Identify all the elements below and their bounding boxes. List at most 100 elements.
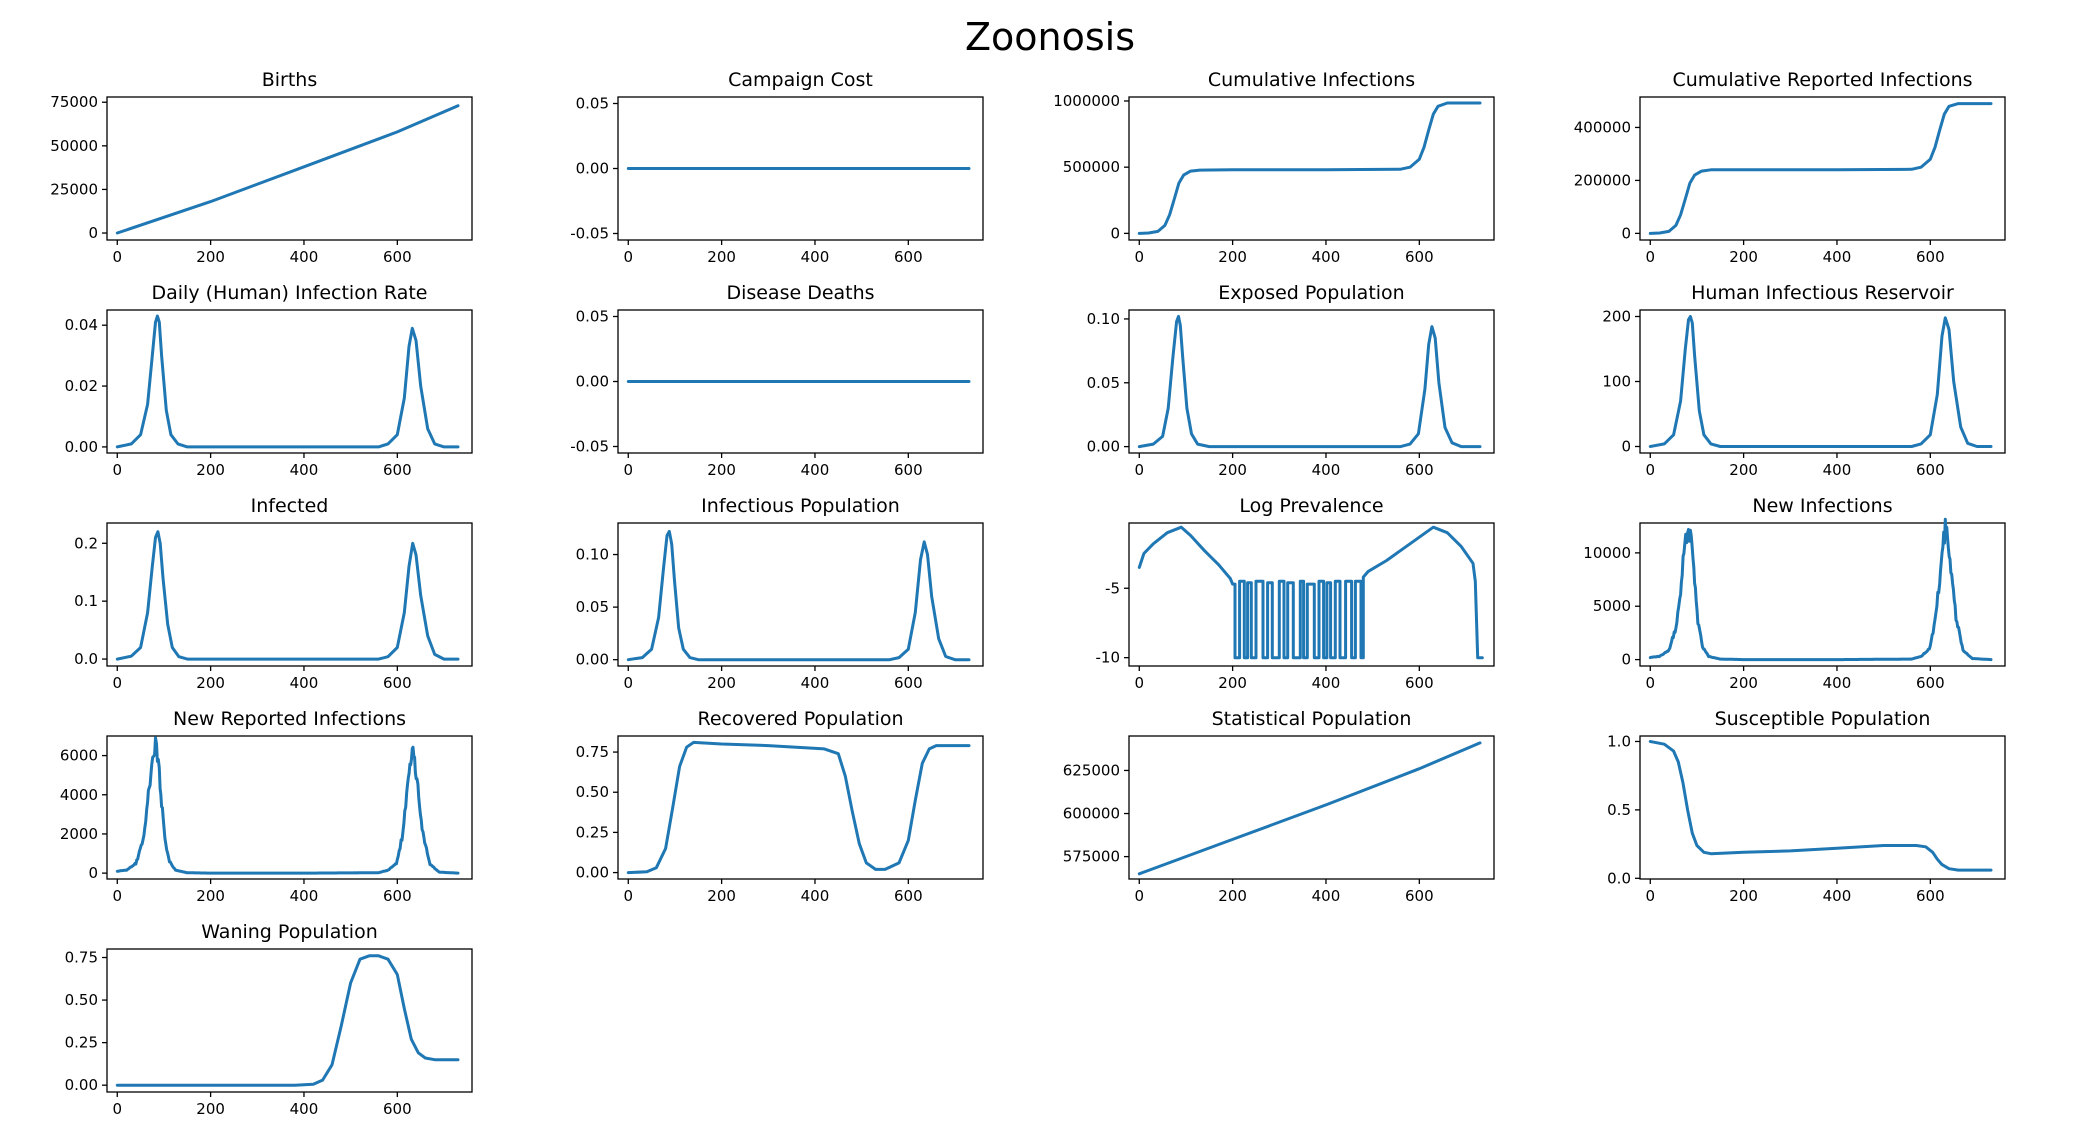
- x-tick-label: 600: [383, 1100, 412, 1118]
- x-tick-label: 200: [1729, 461, 1758, 479]
- x-tick-label: 400: [290, 248, 319, 266]
- figure-title: Zoonosis: [965, 15, 1135, 59]
- y-tick-label: -10: [1096, 649, 1121, 667]
- x-tick-label: 0: [623, 461, 633, 479]
- x-tick-label: 200: [1218, 887, 1247, 905]
- y-tick-label: 0.50: [65, 991, 98, 1009]
- subplot: Infectious Population 0 200 400 600 0.00 0.05 0…: [576, 495, 984, 692]
- x-tick-label: 0: [1134, 461, 1144, 479]
- subplot-title: Statistical Population: [1212, 708, 1412, 730]
- x-tick-label: 200: [1218, 248, 1247, 266]
- series-line: [1648, 102, 1993, 235]
- subplot-title: Susceptible Population: [1715, 708, 1931, 730]
- subplot: Cumulative Reported Infections 0 200 400 600…: [1574, 69, 2006, 266]
- y-tick-label: 0.10: [576, 546, 609, 564]
- x-tick-label: 600: [1916, 461, 1945, 479]
- x-tick-label: 400: [1312, 887, 1341, 905]
- y-tick-label: 0.00: [576, 373, 609, 391]
- x-tick-label: 600: [894, 674, 923, 692]
- y-tick-label: 0.05: [1087, 374, 1120, 392]
- x-tick-label: 600: [1916, 887, 1945, 905]
- y-tick-label: 400000: [1574, 118, 1631, 136]
- y-tick-label: 0.10: [1087, 310, 1120, 328]
- subplot: Waning Population 0 200 400 600 0.00 0.25 0.50 0…: [65, 921, 473, 1118]
- subplot: Infected 0 200 400 600 0.0 0.1 0.2: [74, 495, 473, 692]
- axes-frame: [617, 735, 984, 880]
- subplot-title: Recovered Population: [697, 708, 903, 730]
- x-tick-label: 600: [383, 461, 412, 479]
- x-tick-label: 400: [1823, 674, 1852, 692]
- subplot-title: Daily (Human) Infection Rate: [152, 282, 428, 304]
- x-tick-label: 600: [1405, 461, 1434, 479]
- y-tick-label: 0.02: [65, 377, 98, 395]
- subplot: Susceptible Population 0 200 400 600 0.0 0.5 1.…: [1607, 708, 2006, 905]
- y-tick-label: 0.00: [576, 160, 609, 178]
- y-tick-label: 0.00: [576, 651, 609, 669]
- subplot-title: Disease Deaths: [726, 282, 874, 304]
- y-tick-label: 1000000: [1053, 92, 1120, 110]
- y-tick-label: 0.25: [65, 1034, 98, 1052]
- x-tick-label: 600: [1916, 248, 1945, 266]
- y-tick-label: 500000: [1063, 158, 1120, 176]
- y-tick-label: 100: [1602, 373, 1631, 391]
- x-tick-label: 0: [623, 248, 633, 266]
- series-line: [1137, 525, 1484, 660]
- axes-frame: [106, 96, 473, 241]
- x-tick-label: 600: [894, 248, 923, 266]
- x-tick-label: 400: [290, 461, 319, 479]
- y-tick-label: 0.2: [74, 534, 98, 552]
- x-tick-label: 400: [1312, 674, 1341, 692]
- x-tick-label: 400: [1823, 887, 1852, 905]
- x-tick-label: 600: [1916, 674, 1945, 692]
- subplot: Daily (Human) Infection Rate 0 200 400 600 0.…: [65, 282, 473, 479]
- subplot-title: Cumulative Infections: [1208, 69, 1415, 91]
- x-tick-label: 400: [1823, 248, 1852, 266]
- y-tick-label: 625000: [1063, 761, 1120, 779]
- x-tick-label: 600: [894, 461, 923, 479]
- x-tick-label: 600: [894, 887, 923, 905]
- x-tick-label: 0: [1645, 674, 1655, 692]
- y-tick-label: 0: [88, 224, 98, 242]
- x-tick-label: 0: [1134, 674, 1144, 692]
- x-tick-label: 600: [1405, 887, 1434, 905]
- axes-frame: [1128, 96, 1495, 241]
- subplot-title: Campaign Cost: [728, 69, 873, 91]
- x-tick-label: 400: [290, 674, 319, 692]
- axes-frame: [1128, 522, 1495, 667]
- y-tick-label: 0.00: [65, 1076, 98, 1094]
- x-tick-label: 600: [1405, 674, 1434, 692]
- x-tick-label: 200: [1729, 248, 1758, 266]
- subplot-title: Infectious Population: [701, 495, 900, 517]
- x-tick-label: 400: [290, 1100, 319, 1118]
- x-tick-label: 0: [1645, 887, 1655, 905]
- x-tick-label: 0: [112, 1100, 122, 1118]
- x-tick-label: 0: [112, 248, 122, 266]
- series-line: [1648, 517, 1993, 662]
- y-tick-label: 600000: [1063, 805, 1120, 823]
- y-tick-label: 0: [1621, 651, 1631, 669]
- y-tick-label: 75000: [50, 93, 98, 111]
- y-tick-label: 575000: [1063, 848, 1120, 866]
- x-tick-label: 200: [1218, 674, 1247, 692]
- y-tick-label: 10000: [1583, 544, 1631, 562]
- series-line: [1137, 101, 1482, 235]
- y-tick-label: 4000: [60, 786, 98, 804]
- y-tick-label: 0: [1621, 438, 1631, 456]
- x-tick-label: 600: [383, 248, 412, 266]
- y-tick-label: 6000: [60, 747, 98, 765]
- y-tick-label: 1.0: [1607, 732, 1631, 750]
- x-tick-label: 200: [1729, 674, 1758, 692]
- axes-frame: [106, 309, 473, 454]
- y-tick-label: 0.1: [74, 592, 98, 610]
- y-tick-label: 0.05: [576, 598, 609, 616]
- x-tick-label: 400: [1312, 461, 1341, 479]
- series-line: [115, 954, 460, 1087]
- series-line: [1648, 740, 1993, 872]
- series-line: [115, 314, 460, 449]
- series-line: [1648, 315, 1993, 448]
- y-tick-label: 25000: [50, 180, 98, 198]
- x-tick-label: 200: [707, 674, 736, 692]
- subplot: New Infections 0 200 400 600 0 5000 10000: [1583, 495, 2006, 692]
